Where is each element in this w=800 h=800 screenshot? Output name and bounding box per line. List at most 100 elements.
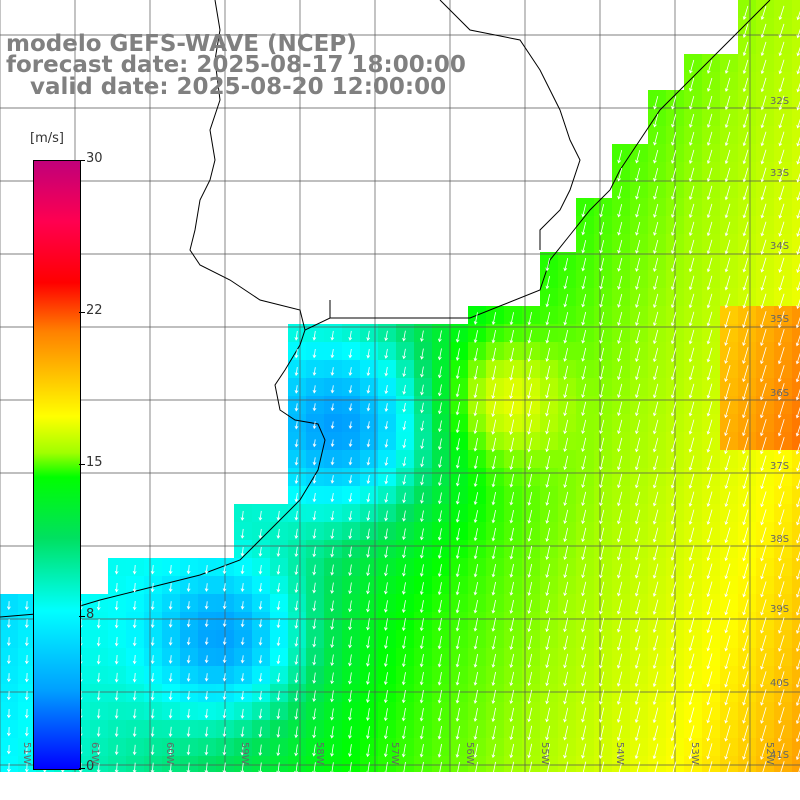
wind-arrow [420, 366, 424, 378]
wind-arrow [581, 347, 587, 362]
wind-arrow [24, 637, 29, 647]
wind-arrow [760, 167, 767, 183]
wind-arrow [294, 367, 299, 377]
wind-cell [792, 72, 800, 91]
wind-arrow [384, 492, 389, 503]
wind-arrow [616, 707, 623, 723]
wind-arrow [294, 492, 299, 503]
wind-arrow [581, 401, 587, 417]
wind-arrow [706, 689, 713, 706]
wind-arrow [778, 185, 785, 201]
wind-arrow [348, 636, 352, 649]
wind-arrow [671, 185, 677, 200]
wind-arrow [509, 330, 514, 344]
wind-arrow [778, 617, 785, 634]
wind-arrow [491, 401, 497, 418]
wind-arrow [778, 707, 785, 724]
wind-arrow [402, 474, 407, 485]
wind-arrow [617, 221, 623, 236]
wind-arrow [599, 437, 605, 453]
wind-arrow [312, 582, 317, 594]
wind-arrow [778, 113, 785, 129]
wind-arrow [6, 726, 11, 737]
wind-arrow [114, 636, 119, 647]
wind-arrow [617, 527, 623, 543]
wind-arrow [670, 563, 677, 579]
wind-arrow [420, 348, 424, 360]
wind-arrow [545, 707, 551, 723]
wind-arrow [599, 383, 605, 398]
wind-arrow [599, 617, 605, 633]
wind-arrow [635, 293, 641, 308]
wind-arrow [760, 599, 767, 616]
wind-arrow [777, 347, 785, 365]
wind-arrow [706, 455, 713, 471]
wind-arrow [742, 311, 749, 328]
wind-arrow [473, 743, 478, 758]
wind-arrow [670, 725, 677, 742]
wind-arrow [670, 455, 677, 471]
wind-arrow [204, 744, 209, 756]
wind-arrow [581, 635, 587, 651]
wind-arrow [258, 762, 263, 772]
wind-arrow [599, 365, 605, 380]
wind-arrow [688, 635, 695, 652]
wind-arrow [688, 401, 695, 417]
wind-arrow [652, 617, 659, 633]
wind-arrow [563, 653, 569, 669]
wind-arrow [599, 707, 605, 723]
wind-arrow [437, 725, 442, 740]
wind-cell [792, 0, 800, 19]
wind-arrow [419, 672, 424, 686]
wind-arrow [742, 725, 749, 742]
inland-border-path [329, 0, 581, 318]
coastline-path [0, 0, 771, 618]
map-frame[interactable] [0, 0, 800, 772]
wind-arrow [455, 366, 460, 380]
colorbar-tickmark [79, 464, 85, 465]
wind-arrow [545, 347, 551, 362]
wind-arrow [168, 726, 173, 738]
wind-arrow [653, 311, 659, 327]
wind-arrow [688, 545, 695, 561]
wind-arrow [742, 653, 749, 670]
wind-arrow [545, 365, 551, 381]
wind-arrow [742, 401, 749, 419]
wind-arrow [688, 743, 695, 760]
wind-arrow [455, 618, 460, 632]
wind-arrow [724, 563, 731, 580]
wind-arrow [114, 654, 119, 665]
wind-arrow [724, 437, 731, 455]
wind-arrow [617, 383, 623, 399]
wind-arrow [348, 564, 353, 576]
wind-arrow [742, 131, 749, 147]
wind-arrow [617, 599, 623, 615]
wind-arrow [760, 23, 767, 39]
wind-arrow [760, 347, 767, 365]
coastline [0, 0, 771, 618]
wind-arrow [760, 5, 767, 21]
wind-arrow [617, 150, 623, 164]
wind-arrow [742, 743, 749, 760]
wind-arrow [545, 671, 551, 687]
wind-arrow [724, 707, 731, 724]
wind-arrow [724, 257, 731, 273]
wind-arrow [330, 744, 334, 757]
wind-arrow [778, 149, 785, 165]
wind-arrow [384, 348, 389, 359]
wind-arrow [204, 762, 209, 772]
wind-arrow [204, 601, 209, 610]
wind-arrow [348, 330, 353, 341]
wind-arrow [778, 203, 785, 219]
wind-arrow [366, 510, 371, 522]
wind-arrow [760, 185, 767, 201]
wind-arrow [294, 690, 299, 702]
wind-arrow [688, 491, 695, 507]
wind-arrow [689, 149, 695, 164]
wind-arrow [186, 708, 191, 719]
wind-arrow [222, 601, 227, 610]
wind-arrow [653, 293, 659, 309]
wind-arrow [652, 671, 659, 688]
wind-arrow [150, 708, 155, 719]
wind-arrow [652, 473, 659, 489]
